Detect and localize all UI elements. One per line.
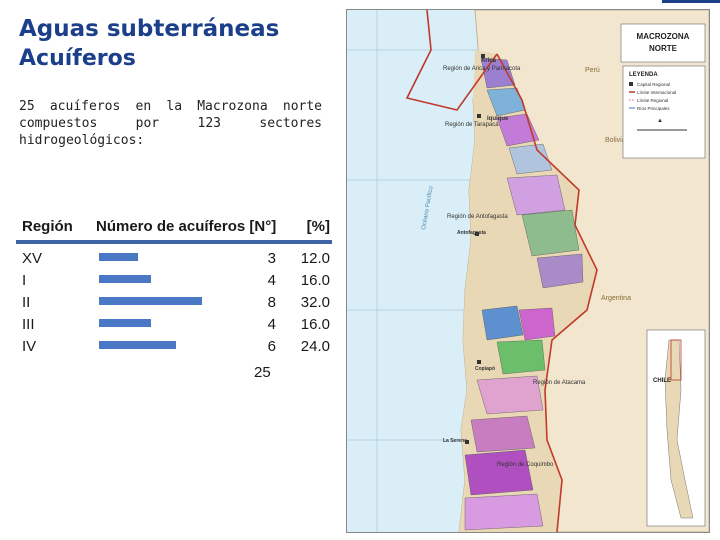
label-region-coquimbo: Región de Coquimbo bbox=[497, 462, 554, 468]
header-rule bbox=[16, 240, 332, 244]
count-bar bbox=[99, 341, 176, 349]
column-header-pct: [%] bbox=[306, 218, 330, 235]
count-cell: 4 bbox=[267, 316, 276, 333]
international-border bbox=[496, 53, 598, 532]
description-line-1: 25 acuíferos en la Macrozona norte bbox=[19, 99, 322, 114]
label-antofagasta: Antofagasta bbox=[457, 230, 486, 236]
count-cell: 3 bbox=[267, 250, 276, 267]
legend-capital-icon bbox=[629, 82, 633, 86]
capital-markers bbox=[465, 54, 485, 444]
capital-marker-la-serena bbox=[465, 440, 469, 444]
label-peru: Perú bbox=[585, 67, 600, 74]
pct-cell: 24.0 bbox=[300, 338, 330, 355]
table-row: IV 6 24.0 bbox=[16, 336, 332, 358]
count-cell: 8 bbox=[267, 294, 276, 311]
count-bar bbox=[99, 297, 202, 305]
count-cell: 4 bbox=[267, 272, 276, 289]
inset-chile-shape bbox=[664, 339, 694, 519]
pct-cell: 32.0 bbox=[300, 294, 330, 311]
region-cell: IV bbox=[22, 338, 37, 355]
description-line-3: hidrogeológicos: bbox=[19, 133, 145, 148]
macrozona-map: Arica Región de Arica y Parinacota Iquiq… bbox=[346, 9, 710, 533]
label-iquique: Iquique bbox=[487, 116, 509, 122]
count-bar bbox=[99, 253, 138, 261]
total-count: 25 bbox=[254, 364, 271, 381]
column-header-region: Región bbox=[22, 218, 73, 235]
table-row: II 8 32.0 bbox=[16, 292, 332, 314]
inset-label: CHILE bbox=[653, 378, 671, 384]
region-cell: XV bbox=[22, 250, 43, 267]
label-argentina: Argentina bbox=[601, 295, 631, 302]
table-row: I 4 16.0 bbox=[16, 270, 332, 292]
count-bar bbox=[99, 275, 151, 283]
page-subtitle: Acuíferos bbox=[19, 46, 136, 71]
legend-north-arrow-icon: ▲ bbox=[657, 118, 663, 124]
description: 25 acuíferos en la Macrozona norte compu… bbox=[19, 98, 322, 149]
region-cell: III bbox=[22, 316, 35, 333]
corner-accent bbox=[662, 0, 720, 3]
label-region-xv: Región de Arica y Parinacota bbox=[443, 66, 521, 72]
table-header: Región Número de acuíferos [N°] [%] bbox=[16, 214, 332, 238]
region-cell: I bbox=[22, 272, 27, 289]
map-title-line-1: MACROZONA bbox=[637, 32, 690, 41]
legend-item-regional: Límite Regional bbox=[637, 98, 668, 103]
legend-item-capital: Capital Regional bbox=[637, 82, 670, 87]
count-cell: 6 bbox=[267, 338, 276, 355]
pct-cell: 16.0 bbox=[300, 316, 330, 333]
region-cell: II bbox=[22, 294, 31, 311]
legend-item-rivers: Ríos Principales bbox=[637, 106, 670, 111]
label-region-atacama: Región de Atacama bbox=[533, 380, 586, 386]
legend-item-intl: Límite Internacional bbox=[637, 90, 676, 95]
label-region-antofagasta: Región de Antofagasta bbox=[447, 214, 508, 220]
pct-cell: 12.0 bbox=[300, 250, 330, 267]
inset-highlight bbox=[670, 339, 682, 381]
column-header-count: Número de acuíferos [N°] bbox=[96, 218, 277, 235]
label-copiapo: Copiapó bbox=[475, 366, 495, 372]
label-arica: Arica bbox=[481, 58, 497, 64]
international-border-north bbox=[405, 10, 498, 111]
table-row: XV 3 12.0 bbox=[16, 248, 332, 270]
legend-title: LEYENDA bbox=[629, 72, 658, 78]
capital-marker-arica bbox=[481, 54, 485, 58]
label-la-serena: La Serena bbox=[443, 438, 467, 444]
label-bolivia: Bolivia bbox=[605, 137, 626, 144]
label-region-tarapaca: Región de Tarapacá bbox=[445, 122, 499, 128]
capital-marker-copiapo bbox=[477, 360, 481, 364]
capital-marker-antofagasta bbox=[475, 232, 479, 236]
page-title: Aguas subterráneas bbox=[19, 16, 280, 42]
map-title-line-2: NORTE bbox=[649, 44, 678, 53]
label-ocean: Océano Pacífico bbox=[421, 185, 435, 230]
capital-marker-iquique bbox=[477, 114, 481, 118]
map-legend: LEYENDA Capital Regional Límite Internac… bbox=[622, 65, 706, 159]
aquifer-patches bbox=[464, 57, 584, 531]
inset-map: CHILE bbox=[646, 329, 706, 527]
table-row: III 4 16.0 bbox=[16, 314, 332, 336]
description-line-2: compuestos por 123 sectores bbox=[19, 116, 322, 131]
map-title-box: MACROZONA NORTE bbox=[620, 23, 706, 63]
pct-cell: 16.0 bbox=[300, 272, 330, 289]
map-svg: Arica Región de Arica y Parinacota Iquiq… bbox=[347, 10, 709, 532]
count-bar bbox=[99, 319, 151, 327]
